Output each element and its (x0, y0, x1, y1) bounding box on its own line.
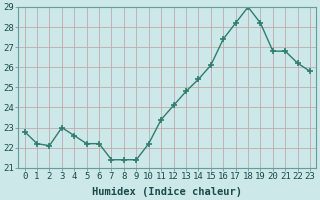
X-axis label: Humidex (Indice chaleur): Humidex (Indice chaleur) (92, 186, 242, 197)
